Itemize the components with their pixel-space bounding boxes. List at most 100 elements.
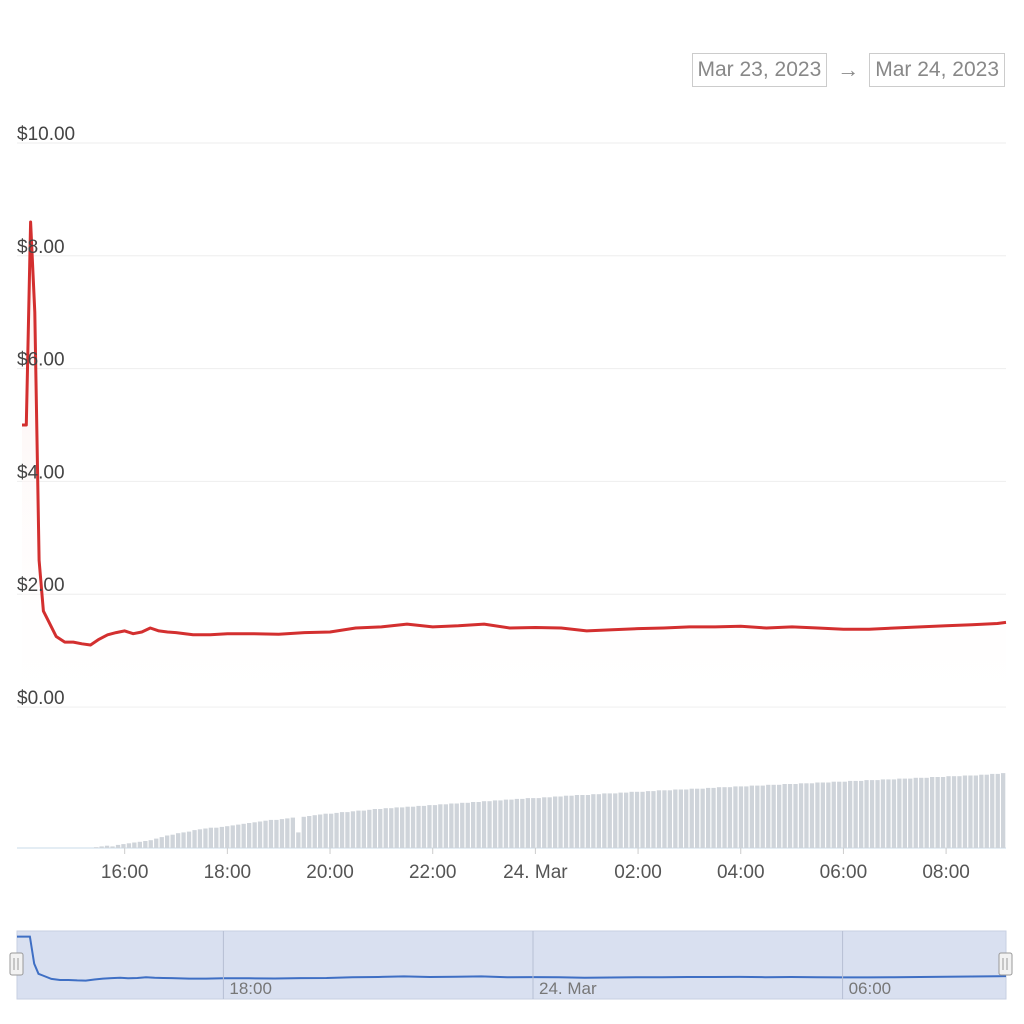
navigator-tick-label: 18:00 <box>229 979 272 998</box>
volume-bar <box>219 826 224 848</box>
volume-bar <box>711 787 716 848</box>
navigator-window[interactable] <box>16 930 1007 1000</box>
volume-bar <box>481 801 487 848</box>
volume-bar <box>722 787 727 848</box>
volume-bar <box>509 799 514 848</box>
volume-bar <box>367 809 372 848</box>
volume-bar <box>848 780 853 848</box>
volume-bar <box>334 812 339 848</box>
volume-bar <box>132 842 137 848</box>
volume-bar <box>651 791 656 848</box>
volume-bar <box>596 794 601 848</box>
x-tick-label: 04:00 <box>717 862 765 883</box>
y-tick-label: $8.00 <box>17 237 65 258</box>
volume-bar <box>531 798 536 848</box>
volume-bar <box>995 773 1000 848</box>
volume-bar <box>968 775 973 848</box>
volume-bar <box>449 803 454 848</box>
volume-bar <box>290 817 295 848</box>
volume-bar <box>176 833 181 848</box>
volume-bar <box>624 792 629 848</box>
navigator-handle-left[interactable] <box>9 952 24 976</box>
price-series-line <box>22 220 1007 647</box>
y-tick-label: $10.00 <box>17 124 75 145</box>
volume-bar <box>421 805 427 848</box>
x-tick-label: 18:00 <box>204 862 252 883</box>
x-axis-labels: 16:00 18:00 20:00 22:00 24. Mar 02:00 04:00 06:… <box>101 848 970 883</box>
volume-bar <box>733 786 738 848</box>
range-to-input[interactable]: Mar 24, 2023 <box>869 53 1005 87</box>
volume-bar <box>296 832 301 848</box>
volume-bar <box>897 778 902 848</box>
volume-bar <box>361 810 366 848</box>
volume-bar <box>574 795 580 848</box>
navigator-handle-right[interactable] <box>998 952 1013 976</box>
volume-bar <box>339 812 345 848</box>
volume-bar <box>640 791 645 848</box>
volume-bar <box>443 804 448 848</box>
volume-bar <box>913 777 918 848</box>
volume-bar <box>389 808 394 848</box>
volume-bar <box>930 777 935 848</box>
volume-bar <box>766 784 771 848</box>
volume-bar <box>94 847 99 848</box>
volume-bar <box>514 798 519 848</box>
volume-bar <box>760 785 765 848</box>
volume-bar <box>345 812 350 848</box>
volume-bar <box>689 788 694 848</box>
volume-bar <box>126 843 132 848</box>
volume-bar <box>607 793 612 848</box>
volume-bar <box>629 791 634 848</box>
volume-bar <box>684 789 689 848</box>
navigator[interactable]: 18:00 24. Mar 06:00 <box>9 930 1013 1000</box>
volume-bar <box>547 797 552 848</box>
volume-bar <box>618 792 623 848</box>
x-tick-label: 08:00 <box>922 862 970 883</box>
volume-bar <box>525 798 530 848</box>
volume-bar <box>782 784 787 848</box>
y-tick-label: $2.00 <box>17 575 65 596</box>
volume-bar <box>460 802 465 848</box>
volume-bar <box>307 816 312 848</box>
volume-bar <box>613 793 618 848</box>
volume-bar <box>798 783 804 848</box>
volume-bar <box>656 790 662 848</box>
volume-bar <box>700 788 705 848</box>
volume-bar <box>318 814 323 848</box>
volume-bar <box>957 776 962 848</box>
volume-bar <box>749 785 754 848</box>
volume-bar <box>908 778 913 848</box>
volume-bar <box>706 787 711 848</box>
volume-bar <box>498 800 503 848</box>
volume-bar <box>804 783 809 848</box>
volume-bar <box>940 777 946 848</box>
price-area <box>22 222 1006 707</box>
x-tick-label: 24. Mar <box>503 862 568 883</box>
volume-bar <box>859 780 864 848</box>
volume-bar <box>864 780 869 848</box>
volume-bar <box>569 795 574 848</box>
x-tick-label: 20:00 <box>306 862 354 883</box>
volume-bar <box>793 784 798 848</box>
volume-bar <box>902 778 907 848</box>
volume-bar <box>159 837 164 848</box>
volume-bar <box>263 820 268 848</box>
volume-bar <box>880 779 886 848</box>
y-tick-label: $4.00 <box>17 462 65 483</box>
volume-bar <box>110 846 115 848</box>
volume-bar <box>186 831 192 848</box>
volume-bar <box>268 819 274 848</box>
volume-bar <box>738 786 744 848</box>
volume-bar <box>542 797 547 848</box>
volume-bar <box>826 782 831 848</box>
range-from-input[interactable]: Mar 23, 2023 <box>691 53 828 87</box>
volume-bar <box>984 774 989 848</box>
volume-bar <box>662 790 667 848</box>
volume-bar <box>979 774 984 848</box>
volume-bar <box>137 841 142 848</box>
volume-bar <box>875 780 880 848</box>
volume-bar <box>602 793 607 848</box>
volume-bar <box>487 801 492 848</box>
grid-lines <box>17 142 1006 708</box>
